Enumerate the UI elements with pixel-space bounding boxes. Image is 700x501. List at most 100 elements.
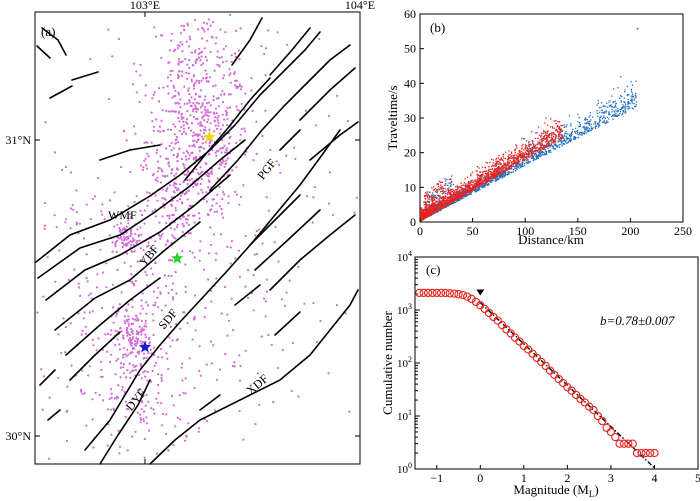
traveltime-point [504, 168, 506, 170]
seismicity-dot [264, 74, 267, 77]
seismicity-dot [199, 240, 202, 243]
seismicity-dot [164, 109, 168, 112]
seismicity-dot [91, 338, 94, 342]
traveltime-point [514, 160, 516, 162]
seismicity-dot [226, 334, 229, 337]
traveltime-point [424, 195, 426, 198]
traveltime-point [506, 163, 508, 165]
traveltime-point [464, 195, 466, 197]
traveltime-point [453, 195, 455, 198]
seismicity-dot [192, 83, 196, 86]
traveltime-point [449, 182, 451, 184]
seismicity-dot [137, 318, 140, 321]
seismicity-dot [128, 333, 131, 337]
seismicity-dot [138, 325, 141, 328]
traveltime-point [548, 144, 550, 146]
traveltime-point [503, 162, 505, 164]
seismicity-dot [156, 129, 159, 132]
seismicity-dot [182, 130, 185, 133]
seismicity-dot [205, 200, 208, 203]
traveltime-point [565, 138, 567, 140]
seismicity-dot [216, 193, 219, 196]
traveltime-point [437, 182, 439, 185]
traveltime-point [437, 211, 439, 213]
traveltime-point [468, 186, 470, 188]
traveltime-point [518, 167, 520, 169]
seismicity-dot [344, 312, 347, 315]
seismicity-dot [135, 70, 138, 73]
traveltime-point [450, 202, 453, 204]
seismicity-dot [199, 129, 202, 132]
traveltime-point [529, 149, 531, 152]
traveltime-point [443, 198, 445, 200]
traveltime-point [426, 209, 428, 211]
traveltime-point [420, 208, 422, 210]
traveltime-point [516, 161, 519, 164]
seismicity-dot [264, 109, 267, 112]
fault-line [41, 27, 67, 56]
fault-label-wmf: WMF [108, 208, 137, 222]
traveltime-point [441, 190, 443, 192]
seismicity-dot [185, 40, 188, 43]
traveltime-point [472, 179, 474, 181]
traveltime-point [485, 183, 487, 186]
traveltime-point [433, 207, 435, 209]
seismicity-dot [133, 200, 136, 204]
seismicity-dot [136, 239, 139, 243]
traveltime-point [575, 132, 577, 134]
traveltime-point [449, 197, 451, 199]
seismicity-dot [189, 204, 192, 207]
traveltime-point [457, 194, 459, 196]
seismicity-dot [139, 164, 143, 167]
traveltime-point [482, 186, 484, 188]
seismicity-dot [171, 69, 174, 72]
seismicity-dot [235, 29, 238, 32]
seismicity-dot [222, 61, 225, 64]
traveltime-point [456, 193, 458, 195]
traveltime-point [472, 185, 474, 187]
traveltime-point [523, 154, 525, 156]
traveltime-point [441, 206, 443, 208]
seismicity-dot [293, 146, 296, 149]
seismicity-dot [222, 160, 225, 163]
traveltime-point [507, 172, 509, 174]
seismicity-dot [228, 13, 231, 16]
traveltime-point [441, 193, 443, 195]
traveltime-point [494, 164, 496, 166]
traveltime-point [609, 105, 611, 107]
seismicity-dot [216, 116, 219, 119]
seismicity-dot [170, 168, 174, 172]
traveltime-point [630, 99, 633, 101]
traveltime-point [622, 113, 624, 115]
seismicity-dot [126, 369, 129, 372]
seismicity-dot [88, 365, 91, 368]
traveltime-point [490, 174, 493, 177]
traveltime-point [551, 145, 553, 147]
traveltime-point [560, 134, 562, 136]
traveltime-point [459, 191, 461, 193]
traveltime-point [608, 105, 610, 107]
traveltime-point [426, 194, 428, 197]
seismicity-dot [122, 334, 125, 337]
seismicity-dot [201, 124, 204, 128]
traveltime-point [439, 205, 442, 207]
seismicity-dot [139, 74, 142, 77]
seismicity-dot [211, 172, 214, 175]
traveltime-point [520, 148, 523, 150]
traveltime-point [452, 195, 454, 197]
seismicity-dot [238, 410, 241, 413]
seismicity-dot [160, 235, 163, 238]
traveltime-point [443, 206, 445, 208]
traveltime-point [503, 157, 505, 159]
traveltime-point [515, 167, 517, 169]
seismicity-dot [64, 166, 68, 169]
traveltime-point [569, 138, 572, 140]
traveltime-point [452, 188, 454, 191]
traveltime-point [431, 204, 433, 206]
seismicity-dot [238, 109, 241, 112]
traveltime-point [630, 95, 632, 97]
traveltime-point [540, 145, 542, 147]
seismicity-dot [106, 444, 109, 447]
seismicity-dot [189, 38, 192, 41]
seismicity-dot [118, 230, 121, 233]
